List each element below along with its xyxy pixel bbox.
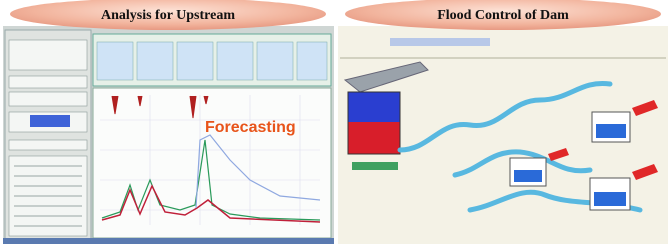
annotation: Forecasting [205, 119, 296, 136]
storage-lower [348, 122, 400, 154]
right-screenshot [338, 26, 668, 244]
sidebar-selection [30, 115, 70, 127]
panel-title: Analysis for Upstream [101, 8, 235, 23]
toolbar-cells [97, 42, 327, 80]
header-band [390, 38, 490, 46]
panel-title: Flood Control of Dam [437, 8, 569, 23]
status-box [352, 162, 398, 170]
left-screenshot: Forecasting [3, 26, 334, 244]
storage-upper [348, 92, 400, 122]
figure: Forecasting Analysis for Upstream Flood … [0, 0, 668, 244]
chart-area [93, 88, 331, 238]
page: Forecasting Analysis for Upstream Flood … [0, 0, 668, 244]
taskbar [3, 238, 334, 244]
